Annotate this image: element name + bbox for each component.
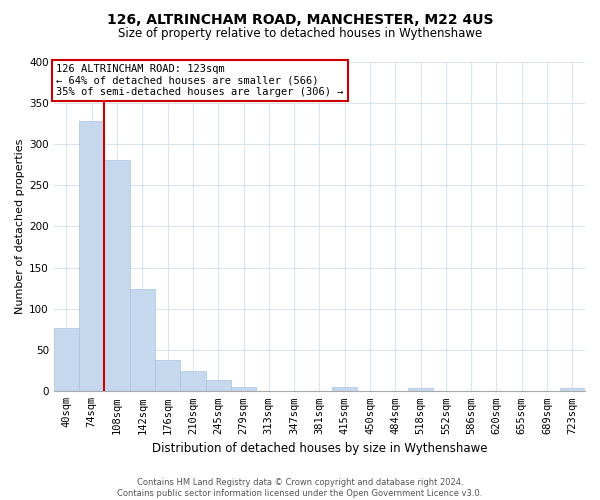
X-axis label: Distribution of detached houses by size in Wythenshawe: Distribution of detached houses by size … xyxy=(152,442,487,455)
Bar xyxy=(180,370,206,392)
Bar xyxy=(104,160,130,392)
Y-axis label: Number of detached properties: Number of detached properties xyxy=(15,138,25,314)
Bar xyxy=(206,380,231,392)
Bar xyxy=(54,328,79,392)
Bar xyxy=(79,121,104,392)
Bar xyxy=(231,387,256,392)
Bar xyxy=(130,289,155,392)
Bar xyxy=(560,388,585,392)
Bar xyxy=(155,360,180,392)
Text: Contains HM Land Registry data © Crown copyright and database right 2024.
Contai: Contains HM Land Registry data © Crown c… xyxy=(118,478,482,498)
Bar xyxy=(332,387,358,392)
Text: Size of property relative to detached houses in Wythenshawe: Size of property relative to detached ho… xyxy=(118,28,482,40)
Text: 126, ALTRINCHAM ROAD, MANCHESTER, M22 4US: 126, ALTRINCHAM ROAD, MANCHESTER, M22 4U… xyxy=(107,12,493,26)
Text: 126 ALTRINCHAM ROAD: 123sqm
← 64% of detached houses are smaller (566)
35% of se: 126 ALTRINCHAM ROAD: 123sqm ← 64% of det… xyxy=(56,64,344,97)
Bar xyxy=(408,388,433,392)
